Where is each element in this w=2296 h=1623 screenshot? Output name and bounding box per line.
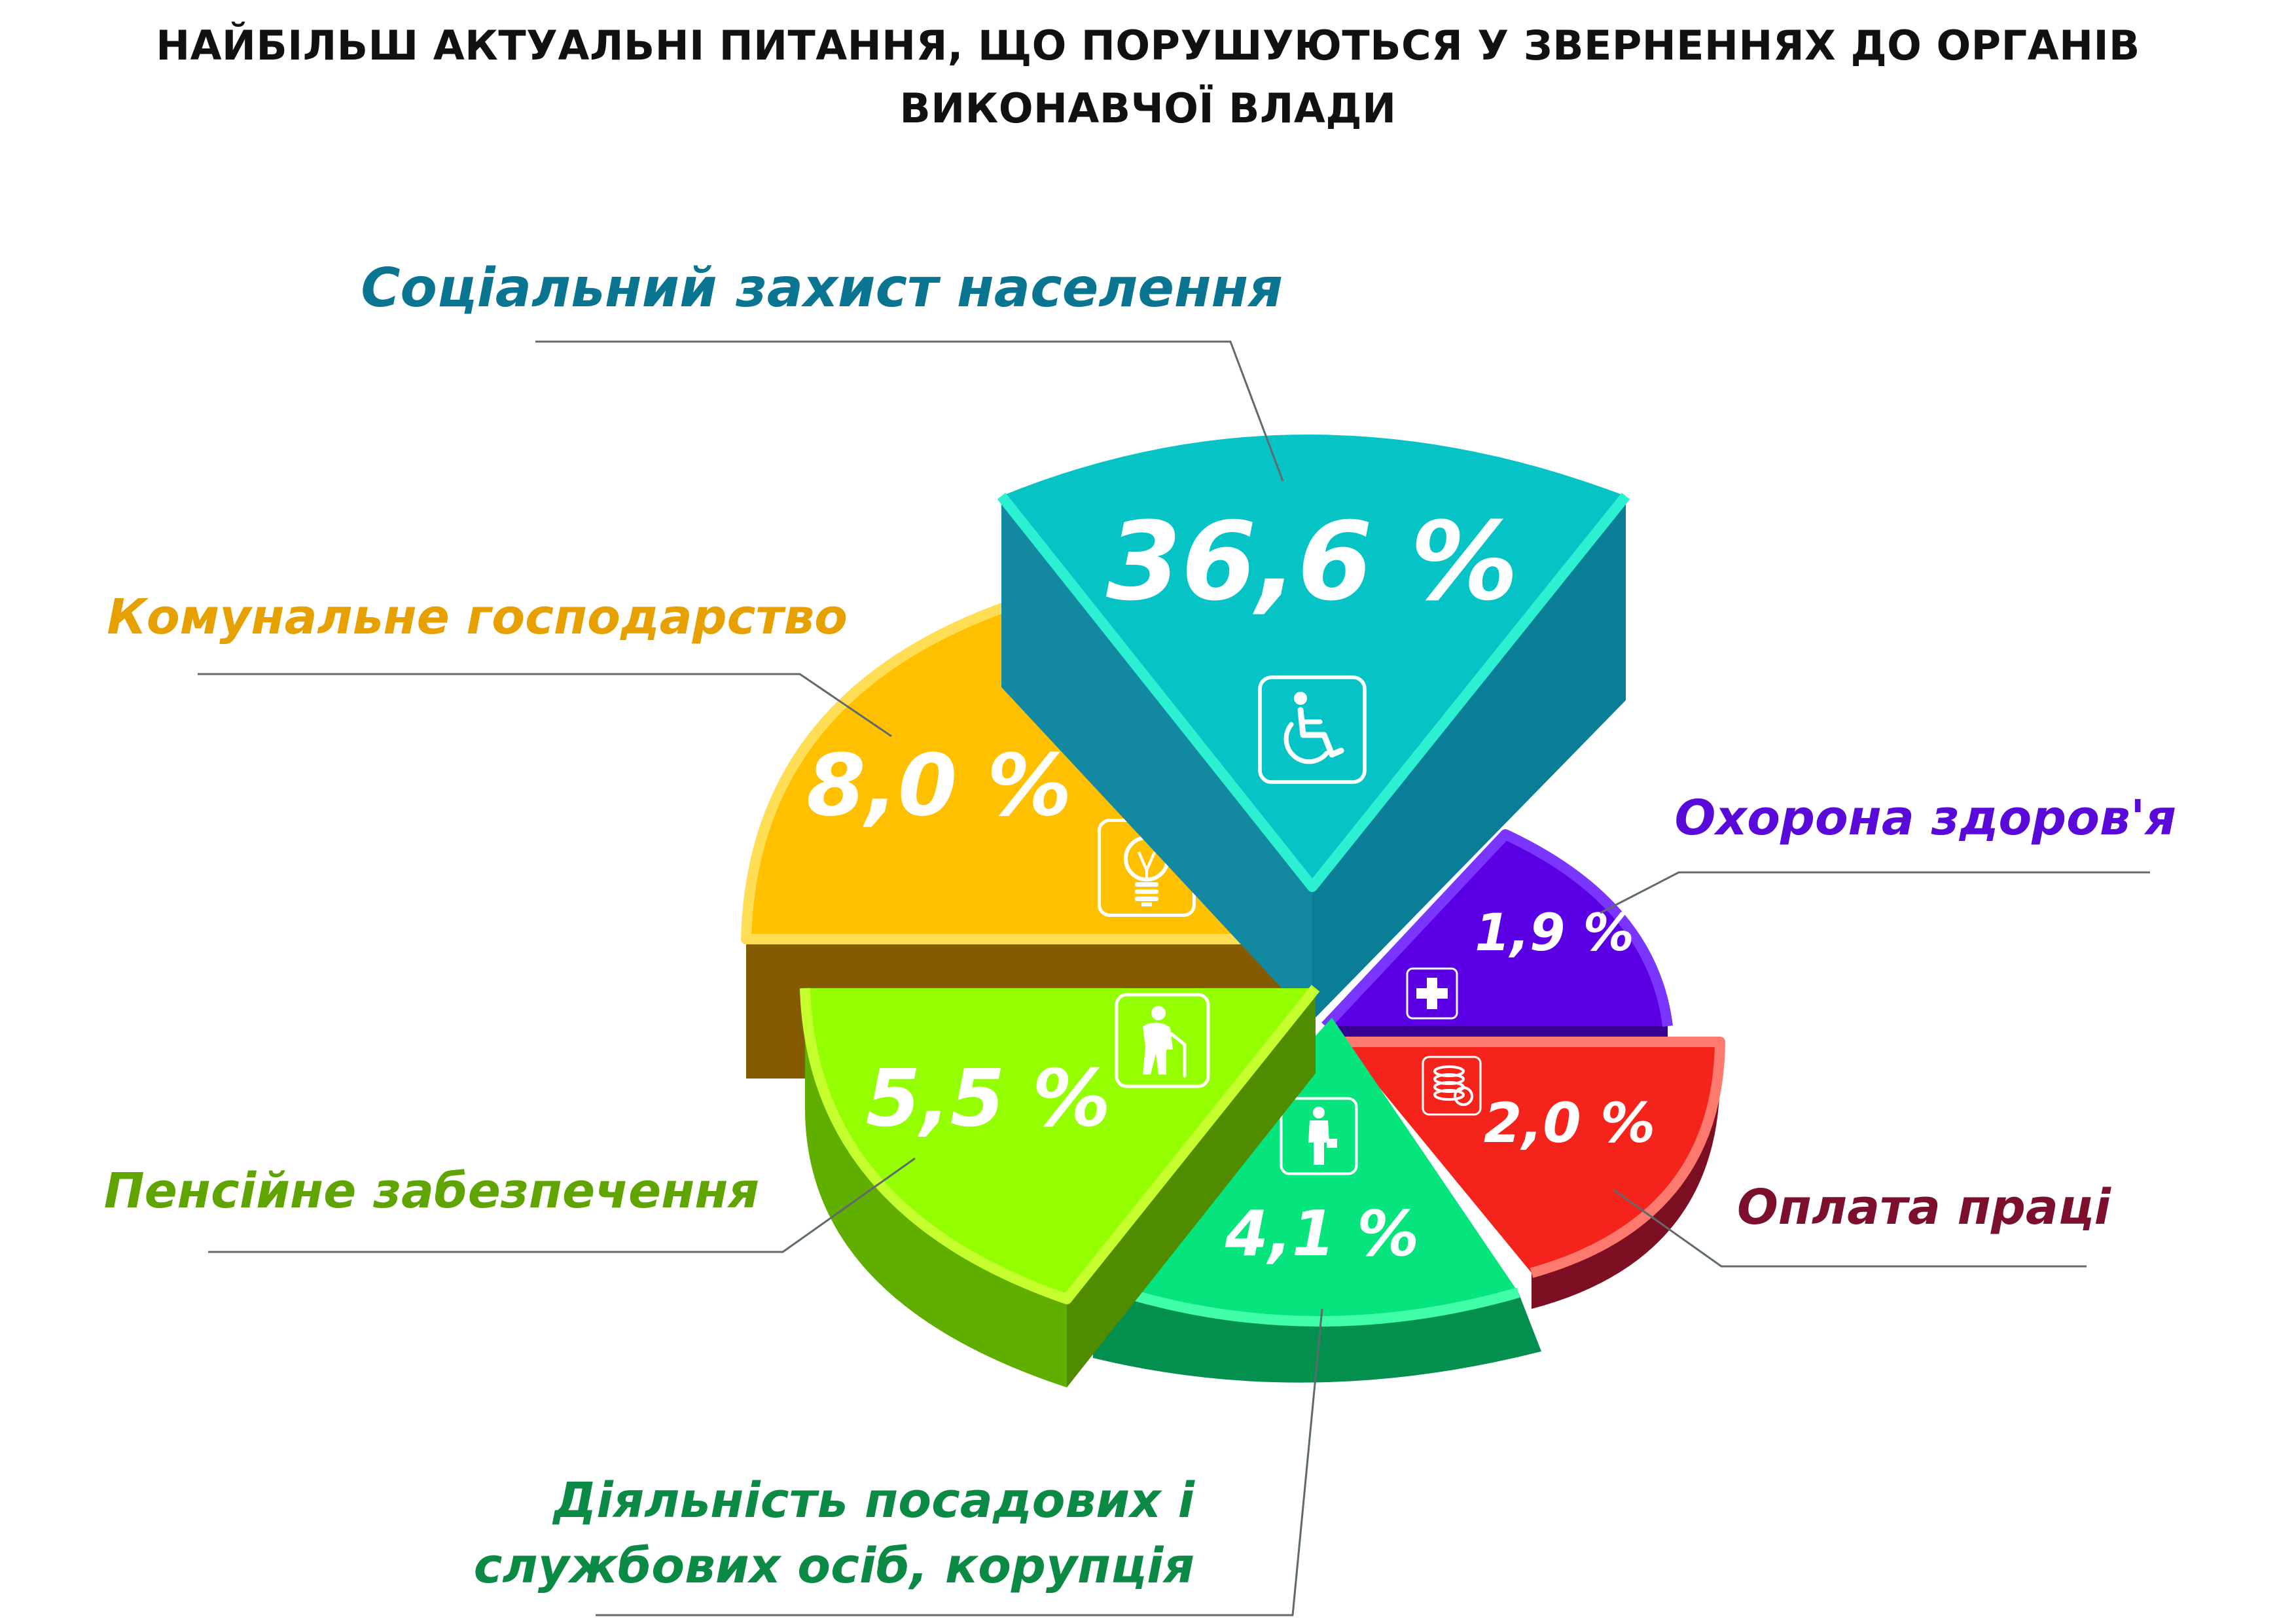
leader-line-pension xyxy=(208,1157,916,1253)
pie-slice-health: 1,9 % xyxy=(1321,829,1673,1037)
value-label-social: 36,6 % xyxy=(1106,499,1518,624)
elderly-person-icon xyxy=(1115,993,1210,1088)
pie-slice-top-social xyxy=(1001,435,1626,887)
pie-slice-officials: 4,1 % xyxy=(1091,1018,1541,1383)
chart-title: НАЙБІЛЬШ АКТУАЛЬНІ ПИТАННЯ, ЩО ПОРУШУЮТЬ… xyxy=(0,14,2296,140)
leader-line-social xyxy=(535,340,1284,482)
pie-slice-side-health xyxy=(1325,1026,1668,1037)
pie-slice-top-pension xyxy=(805,988,1316,1299)
pie-slice-side-social xyxy=(1001,496,1312,1021)
pie-slice-side2-social xyxy=(1312,496,1626,1021)
category-label-pension: Пенсійне забезпечення xyxy=(104,1163,759,1219)
pie-slice-side-pension xyxy=(805,988,1067,1387)
pie-slice-top-officials xyxy=(1093,1018,1518,1322)
chart-title-line-2: ВИКОНАВЧОЇ ВЛАДИ xyxy=(899,84,1397,132)
category-label-utilities: Комунальне господарство xyxy=(107,589,848,645)
pie-slice-rim-officials xyxy=(1091,1277,1520,1327)
value-label-health: 1,9 % xyxy=(1475,904,1634,963)
chart-title-line-1: НАЙБІЛЬШ АКТУАЛЬНІ ПИТАННЯ, ЩО ПОРУШУЮТЬ… xyxy=(156,22,2140,69)
pie-slice-pension: 5,5 % xyxy=(800,985,1320,1387)
value-label-wages: 2,0 % xyxy=(1484,1091,1655,1155)
wheelchair-icon xyxy=(1258,675,1367,784)
pie-slice-rim-wages xyxy=(1342,1037,1725,1278)
coins-icon xyxy=(1422,1056,1482,1116)
value-label-utilities: 8,0 % xyxy=(806,736,1072,835)
category-label-officials-line-2: службових осіб, корупція xyxy=(474,1538,1194,1594)
pie-slice-social: 36,6 % xyxy=(997,435,1630,1021)
leader-line-wages xyxy=(1613,1188,2087,1268)
pie-slice-top-wages xyxy=(1342,1042,1720,1273)
pie-slice-side2-pension xyxy=(1067,988,1316,1387)
value-label-officials: 4,1 % xyxy=(1225,1198,1420,1270)
leader-line-health xyxy=(1600,871,2150,914)
category-label-officials-line-1: Діяльність посадових і xyxy=(552,1472,1196,1529)
official-person-icon xyxy=(1280,1097,1358,1175)
pie-slice-rim-social xyxy=(997,492,1630,892)
value-label-pension: 5,5 % xyxy=(866,1054,1111,1145)
pie-slice-wages: 2,0 % xyxy=(1342,1037,1725,1309)
leader-line-officials xyxy=(596,1308,1323,1616)
category-label-health: Охорона здоров'я xyxy=(1674,790,2176,846)
category-label-wages: Оплата праці xyxy=(1737,1179,2112,1236)
pie-slice-rim-health xyxy=(1321,829,1673,1030)
leader-line-utilities xyxy=(198,673,892,738)
category-label-social: Соціальний захист населення xyxy=(361,257,1283,319)
pie-slice-side-officials xyxy=(1093,1283,1541,1383)
medical-cross-icon xyxy=(1406,967,1458,1020)
pie-slice-rim-utilities xyxy=(741,589,1316,944)
